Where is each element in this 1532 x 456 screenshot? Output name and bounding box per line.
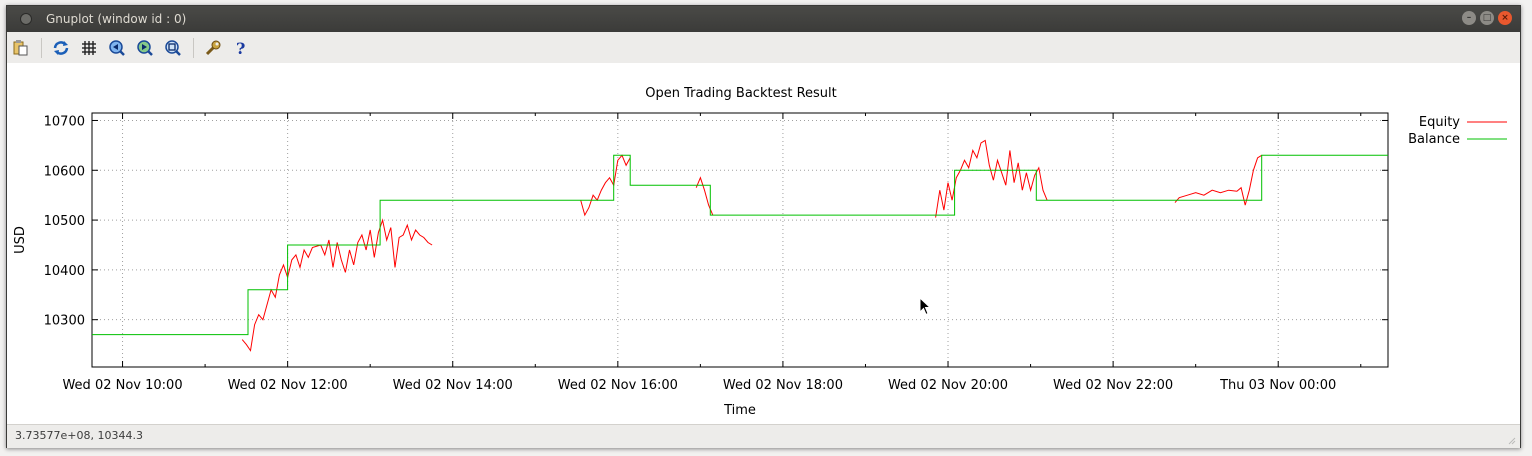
- maximize-button[interactable]: □: [1480, 11, 1494, 25]
- copy-clipboard-icon[interactable]: [12, 39, 30, 57]
- legend: Equity Balance: [1408, 115, 1507, 147]
- balance-line: [92, 154, 1388, 336]
- replot-icon[interactable]: [52, 39, 70, 57]
- plot-canvas[interactable]: Open Trading Backtest Result 10300 10400 1…: [7, 63, 1520, 424]
- title-bar[interactable]: Gnuplot (window id : 0) – □ ×: [7, 6, 1520, 32]
- toolbar: ?: [7, 32, 1520, 64]
- legend-label-equity: Equity: [1419, 115, 1460, 130]
- equity-line: [580, 154, 631, 217]
- x-tick-label: Wed 02 Nov 12:00: [228, 378, 348, 393]
- x-tick-label: Wed 02 Nov 10:00: [62, 378, 182, 393]
- mouse-coordinates-readout: 3.73577e+08, 10344.3: [15, 429, 143, 442]
- window-menu-icon[interactable]: [20, 13, 32, 25]
- minimize-button[interactable]: –: [1462, 11, 1476, 25]
- x-tick-label: Thu 03 Nov 00:00: [1219, 378, 1336, 393]
- plot-border: [91, 112, 1389, 368]
- y-tick-label: 10700: [44, 114, 85, 129]
- equity-line: [935, 139, 1048, 218]
- x-tick-label: Wed 02 Nov 16:00: [558, 378, 678, 393]
- grid-icon[interactable]: [80, 39, 98, 57]
- x-tick-label: Wed 02 Nov 14:00: [393, 378, 513, 393]
- y-tick-label: 10500: [44, 214, 85, 229]
- svg-text:?: ?: [236, 39, 245, 57]
- window-title: Gnuplot (window id : 0): [46, 12, 187, 26]
- mouse-pointer-icon: [919, 297, 932, 316]
- y-axis-label: USD: [13, 226, 28, 254]
- autoscale-icon[interactable]: [164, 39, 182, 57]
- status-bar: 3.73577e+08, 10344.3: [7, 424, 1520, 448]
- gnuplot-window: Gnuplot (window id : 0) – □ × ?: [6, 5, 1521, 448]
- x-tick-label: Wed 02 Nov 22:00: [1053, 378, 1173, 393]
- x-tick-label: Wed 02 Nov 20:00: [888, 378, 1008, 393]
- x-tick-label: Wed 02 Nov 18:00: [723, 378, 843, 393]
- legend-label-balance: Balance: [1408, 132, 1460, 147]
- settings-wrench-icon[interactable]: [204, 39, 222, 57]
- equity-line: [241, 218, 433, 352]
- y-tick-label: 10300: [44, 314, 85, 329]
- help-icon[interactable]: ?: [232, 39, 250, 57]
- plot-area[interactable]: Open Trading Backtest Result 10300 10400 1…: [7, 63, 1520, 424]
- equity-line: [1174, 154, 1262, 206]
- y-tick-label: 10400: [44, 264, 85, 279]
- close-button[interactable]: ×: [1498, 11, 1512, 25]
- zoom-previous-icon[interactable]: [108, 39, 126, 57]
- resize-grip-icon[interactable]: [1508, 437, 1516, 445]
- chart-title: Open Trading Backtest Result: [645, 86, 837, 101]
- zoom-next-icon[interactable]: [136, 39, 154, 57]
- x-axis-label: Time: [723, 403, 756, 418]
- y-tick-label: 10600: [44, 164, 85, 179]
